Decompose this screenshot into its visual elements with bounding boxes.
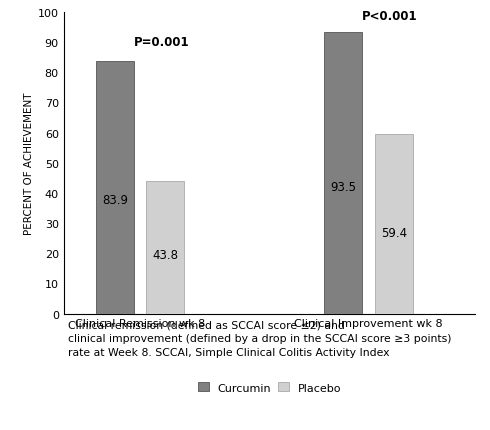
Y-axis label: PERCENT OF ACHIEVEMENT: PERCENT OF ACHIEVEMENT	[24, 92, 34, 234]
Bar	[146, 182, 184, 314]
Bar	[96, 61, 134, 314]
Legend: Curcumin, Placebo: Curcumin, Placebo	[197, 382, 342, 393]
Text: 43.8: 43.8	[152, 248, 178, 261]
Text: Clinical remission (defined as SCCAI score ≤2) and
clinical improvement (defined: Clinical remission (defined as SCCAI sco…	[68, 319, 451, 357]
Text: 83.9: 83.9	[102, 194, 128, 207]
Bar	[375, 135, 413, 314]
Text: P<0.001: P<0.001	[362, 10, 418, 23]
Bar	[324, 33, 363, 314]
Text: P=0.001: P=0.001	[133, 37, 189, 49]
Text: 93.5: 93.5	[330, 181, 356, 194]
Text: 59.4: 59.4	[381, 227, 407, 240]
